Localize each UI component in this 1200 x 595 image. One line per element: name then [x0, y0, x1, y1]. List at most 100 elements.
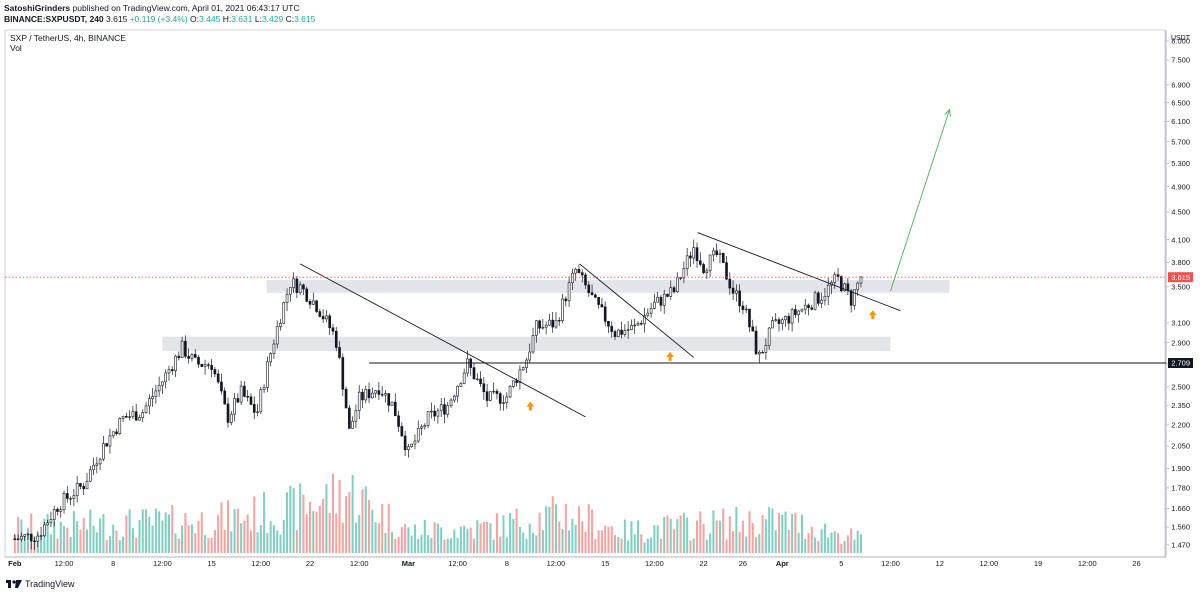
volume-bar — [308, 501, 312, 553]
candle-body — [502, 402, 505, 404]
candle-body — [449, 399, 453, 407]
volume-bar — [850, 528, 853, 553]
candle-body — [147, 398, 151, 407]
candle-body — [482, 383, 486, 393]
candle-body — [577, 268, 581, 273]
volume-bar — [269, 521, 272, 553]
volume-bar — [505, 537, 508, 553]
symbol-name[interactable]: BINANCE:SXPUSDT, 240 — [4, 14, 104, 24]
candle-body — [13, 538, 17, 540]
candle-body — [134, 411, 138, 421]
candle-body — [794, 309, 797, 315]
candle-body — [289, 287, 292, 295]
volume-bar — [853, 539, 856, 553]
x-tick-label: 5 — [839, 559, 843, 568]
candle-body — [252, 404, 256, 413]
candle-body — [33, 540, 36, 543]
candle-body — [243, 385, 246, 397]
candle-body — [75, 483, 79, 497]
ohlc-high-label: H: — [222, 14, 232, 24]
author-name[interactable]: SatoshiGrinders — [4, 3, 71, 13]
y-tick-label: 5.300 — [1171, 159, 1190, 168]
volume-bar — [381, 503, 384, 553]
volume-bar — [371, 509, 374, 553]
candle-body — [410, 443, 413, 447]
candle-body — [436, 410, 440, 417]
volume-bar — [177, 538, 180, 553]
price-axis[interactable]: 8.000 7.500 6.900 6.500 6.100 5.700 5.300 4.900… — [1166, 37, 1190, 550]
volume-bar — [512, 518, 515, 553]
volume-bar — [777, 513, 781, 553]
candle-body — [167, 369, 171, 374]
candle-body — [780, 319, 784, 324]
candle-body — [102, 443, 105, 460]
volume-bar — [223, 529, 226, 553]
volume-bar — [800, 514, 803, 553]
y-tick-label: 2.900 — [1171, 338, 1190, 347]
candle-body — [397, 415, 400, 427]
chart-frame — [4, 29, 1166, 558]
volume-bar — [833, 531, 836, 553]
y-tick-label: 1.660 — [1171, 504, 1190, 513]
volume-bar — [718, 520, 721, 553]
y-tick-label: 4.100 — [1171, 235, 1190, 244]
candle-body — [679, 277, 682, 279]
candle-body — [725, 262, 728, 280]
x-tick-label: 8 — [505, 559, 509, 568]
candle-body — [82, 486, 86, 490]
volume-bar — [249, 530, 252, 553]
candle-body — [351, 420, 354, 429]
volume-bar — [666, 515, 669, 553]
volume-bar — [305, 514, 308, 553]
candle-body — [423, 425, 427, 428]
volume-bar — [95, 532, 98, 553]
volume-bar — [689, 540, 692, 553]
volume-bar — [843, 540, 846, 553]
tradingview-footer[interactable]: TradingView — [6, 579, 75, 589]
candle-body — [590, 292, 594, 296]
candle-body — [758, 351, 761, 355]
volume-bar — [489, 523, 492, 553]
volume-bar — [522, 532, 525, 553]
candle-body — [813, 292, 817, 310]
candle-body — [246, 396, 250, 398]
volume-bar — [118, 540, 121, 553]
volume-bar — [279, 534, 282, 553]
candle-body — [587, 284, 591, 293]
candle-body — [823, 295, 827, 301]
volume-bar — [761, 515, 764, 553]
candle-body — [59, 509, 63, 512]
volume-bar — [673, 529, 676, 553]
candle-body — [154, 390, 158, 397]
candle-body — [826, 284, 830, 297]
candle-body — [275, 326, 279, 345]
candle-body — [712, 250, 715, 256]
volume-bar — [49, 534, 52, 553]
volume-bar — [230, 531, 233, 553]
volume-bar — [686, 517, 689, 553]
candle-body — [541, 326, 545, 329]
candle-body — [659, 296, 663, 306]
candle-body — [407, 446, 410, 450]
up-arrow-icon-2 — [868, 310, 877, 320]
candle-body — [718, 252, 722, 255]
time-axis[interactable]: Feb 12:00 8 12:00 15 12:00 22 12:00 Mar 12:00 8 12:… — [8, 559, 1140, 568]
candle-body — [92, 464, 95, 471]
candle-body — [213, 369, 217, 375]
candle-body — [223, 390, 227, 405]
volume-bar — [594, 539, 597, 553]
volume-bar — [656, 525, 659, 553]
volume-bar — [823, 523, 826, 553]
volume-bar — [164, 512, 167, 553]
volume-bar — [748, 511, 751, 553]
candle-body — [705, 270, 709, 274]
candle-body — [56, 508, 59, 512]
volume-bar — [604, 525, 607, 553]
volume-bar — [548, 506, 551, 553]
candle-body — [285, 293, 289, 303]
pane-legend: SXP / TetherUS, 4h, BINANCE Vol — [10, 33, 126, 53]
candle-body — [79, 483, 82, 487]
candle-body — [131, 411, 135, 418]
volume-bar — [751, 523, 754, 553]
